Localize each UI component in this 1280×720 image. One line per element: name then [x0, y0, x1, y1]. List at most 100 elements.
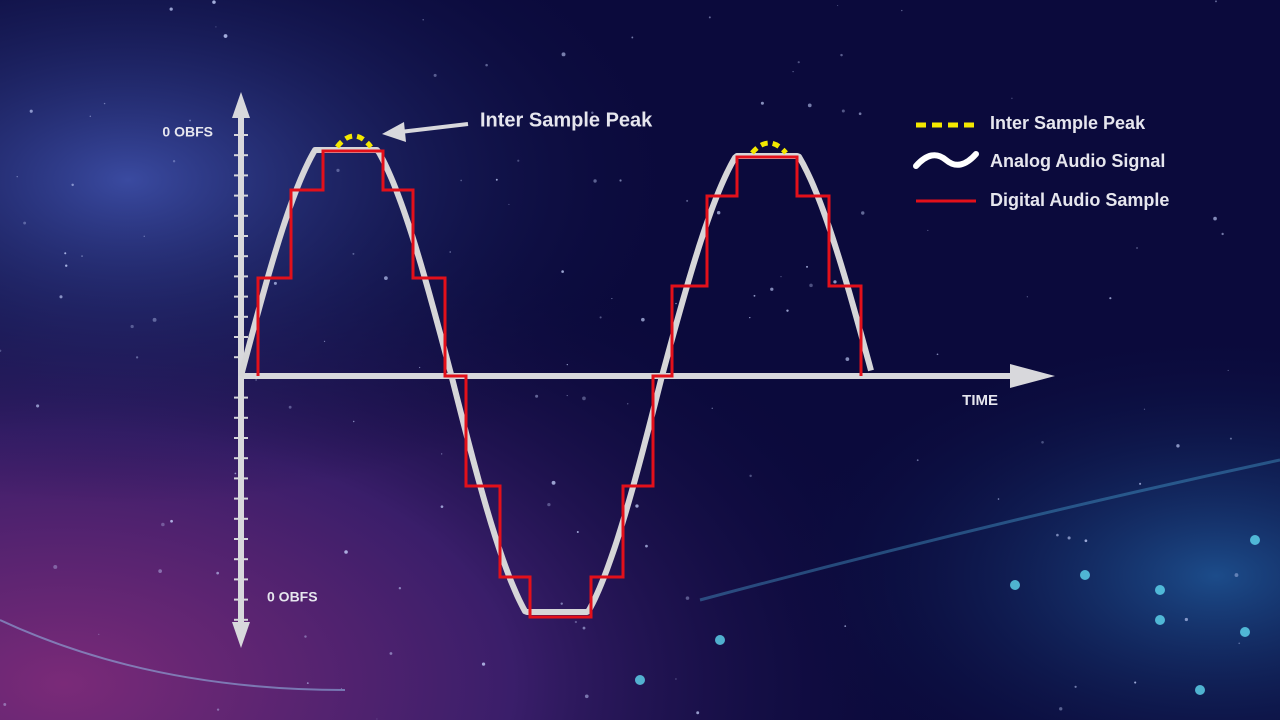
star [566, 395, 568, 397]
star [353, 420, 355, 423]
star [143, 235, 145, 237]
star [53, 564, 58, 569]
star [708, 16, 711, 19]
star [1074, 685, 1077, 688]
star [753, 294, 756, 297]
star [1213, 216, 1217, 221]
star [535, 394, 539, 398]
star [65, 264, 68, 267]
star [161, 522, 165, 527]
star [574, 620, 578, 624]
star [1176, 444, 1180, 448]
star [169, 7, 173, 11]
star [997, 498, 1000, 500]
star [384, 276, 388, 280]
star [547, 502, 551, 507]
star [560, 602, 563, 605]
star [1227, 369, 1229, 371]
star [36, 404, 40, 408]
legend-label: Analog Audio Signal [990, 151, 1165, 171]
star [1041, 440, 1044, 444]
star [901, 9, 903, 12]
star [696, 711, 700, 715]
inter-sample-peak [750, 140, 788, 155]
star [1234, 573, 1239, 577]
star [685, 596, 690, 600]
star [170, 519, 173, 523]
star [103, 102, 106, 105]
star [71, 183, 74, 187]
star [841, 109, 845, 113]
star [340, 688, 342, 690]
star [16, 175, 18, 178]
star [212, 0, 216, 4]
glow-dot [1195, 685, 1205, 695]
star [376, 718, 378, 720]
glow-dot [635, 675, 645, 685]
star [460, 179, 463, 182]
star [809, 283, 813, 288]
star [152, 317, 157, 322]
star [517, 159, 520, 162]
star [599, 316, 602, 319]
star [1221, 232, 1224, 236]
star [422, 19, 424, 21]
star [627, 403, 629, 405]
star [485, 63, 488, 67]
star [635, 504, 639, 508]
light-trail [699, 458, 1280, 602]
star [593, 179, 597, 183]
star [29, 109, 33, 113]
legend: Inter Sample Peak Analog Audio Signal Di… [913, 113, 1169, 210]
annotation: Inter Sample Peak [480, 109, 653, 131]
star [760, 101, 764, 105]
star [675, 678, 677, 680]
star [216, 571, 220, 575]
star [1136, 247, 1138, 249]
star [1067, 536, 1071, 540]
star [611, 298, 613, 300]
star [1134, 681, 1137, 684]
star [561, 52, 566, 57]
digital-samples [256, 149, 863, 619]
star [481, 662, 486, 666]
star [433, 73, 437, 77]
axis-x-label: TIME [962, 392, 998, 409]
annotation-arrow [399, 122, 469, 134]
star [641, 317, 645, 322]
star [792, 70, 794, 73]
star [216, 708, 220, 711]
star [1143, 408, 1146, 410]
star [806, 265, 808, 268]
star [234, 472, 237, 475]
light-trail [0, 619, 346, 691]
star [64, 252, 67, 255]
star [389, 652, 393, 655]
star [1229, 437, 1232, 440]
star [135, 356, 139, 359]
star [1059, 707, 1063, 711]
star [619, 179, 622, 182]
glow-dot [1155, 585, 1165, 595]
star [916, 459, 919, 462]
star [306, 682, 309, 684]
glow-dot [1155, 615, 1165, 625]
star [1061, 127, 1064, 130]
star [631, 36, 634, 39]
star [273, 281, 277, 285]
inter-sample-peak [335, 133, 373, 149]
axis-bottom-label: 0 OBFS [267, 589, 318, 605]
star [807, 103, 812, 108]
star [344, 550, 348, 554]
star [441, 453, 443, 455]
star [797, 61, 800, 64]
star [81, 255, 83, 257]
star [749, 474, 752, 478]
star [59, 295, 63, 299]
star [1184, 617, 1188, 622]
star [495, 178, 498, 181]
star [675, 302, 677, 305]
